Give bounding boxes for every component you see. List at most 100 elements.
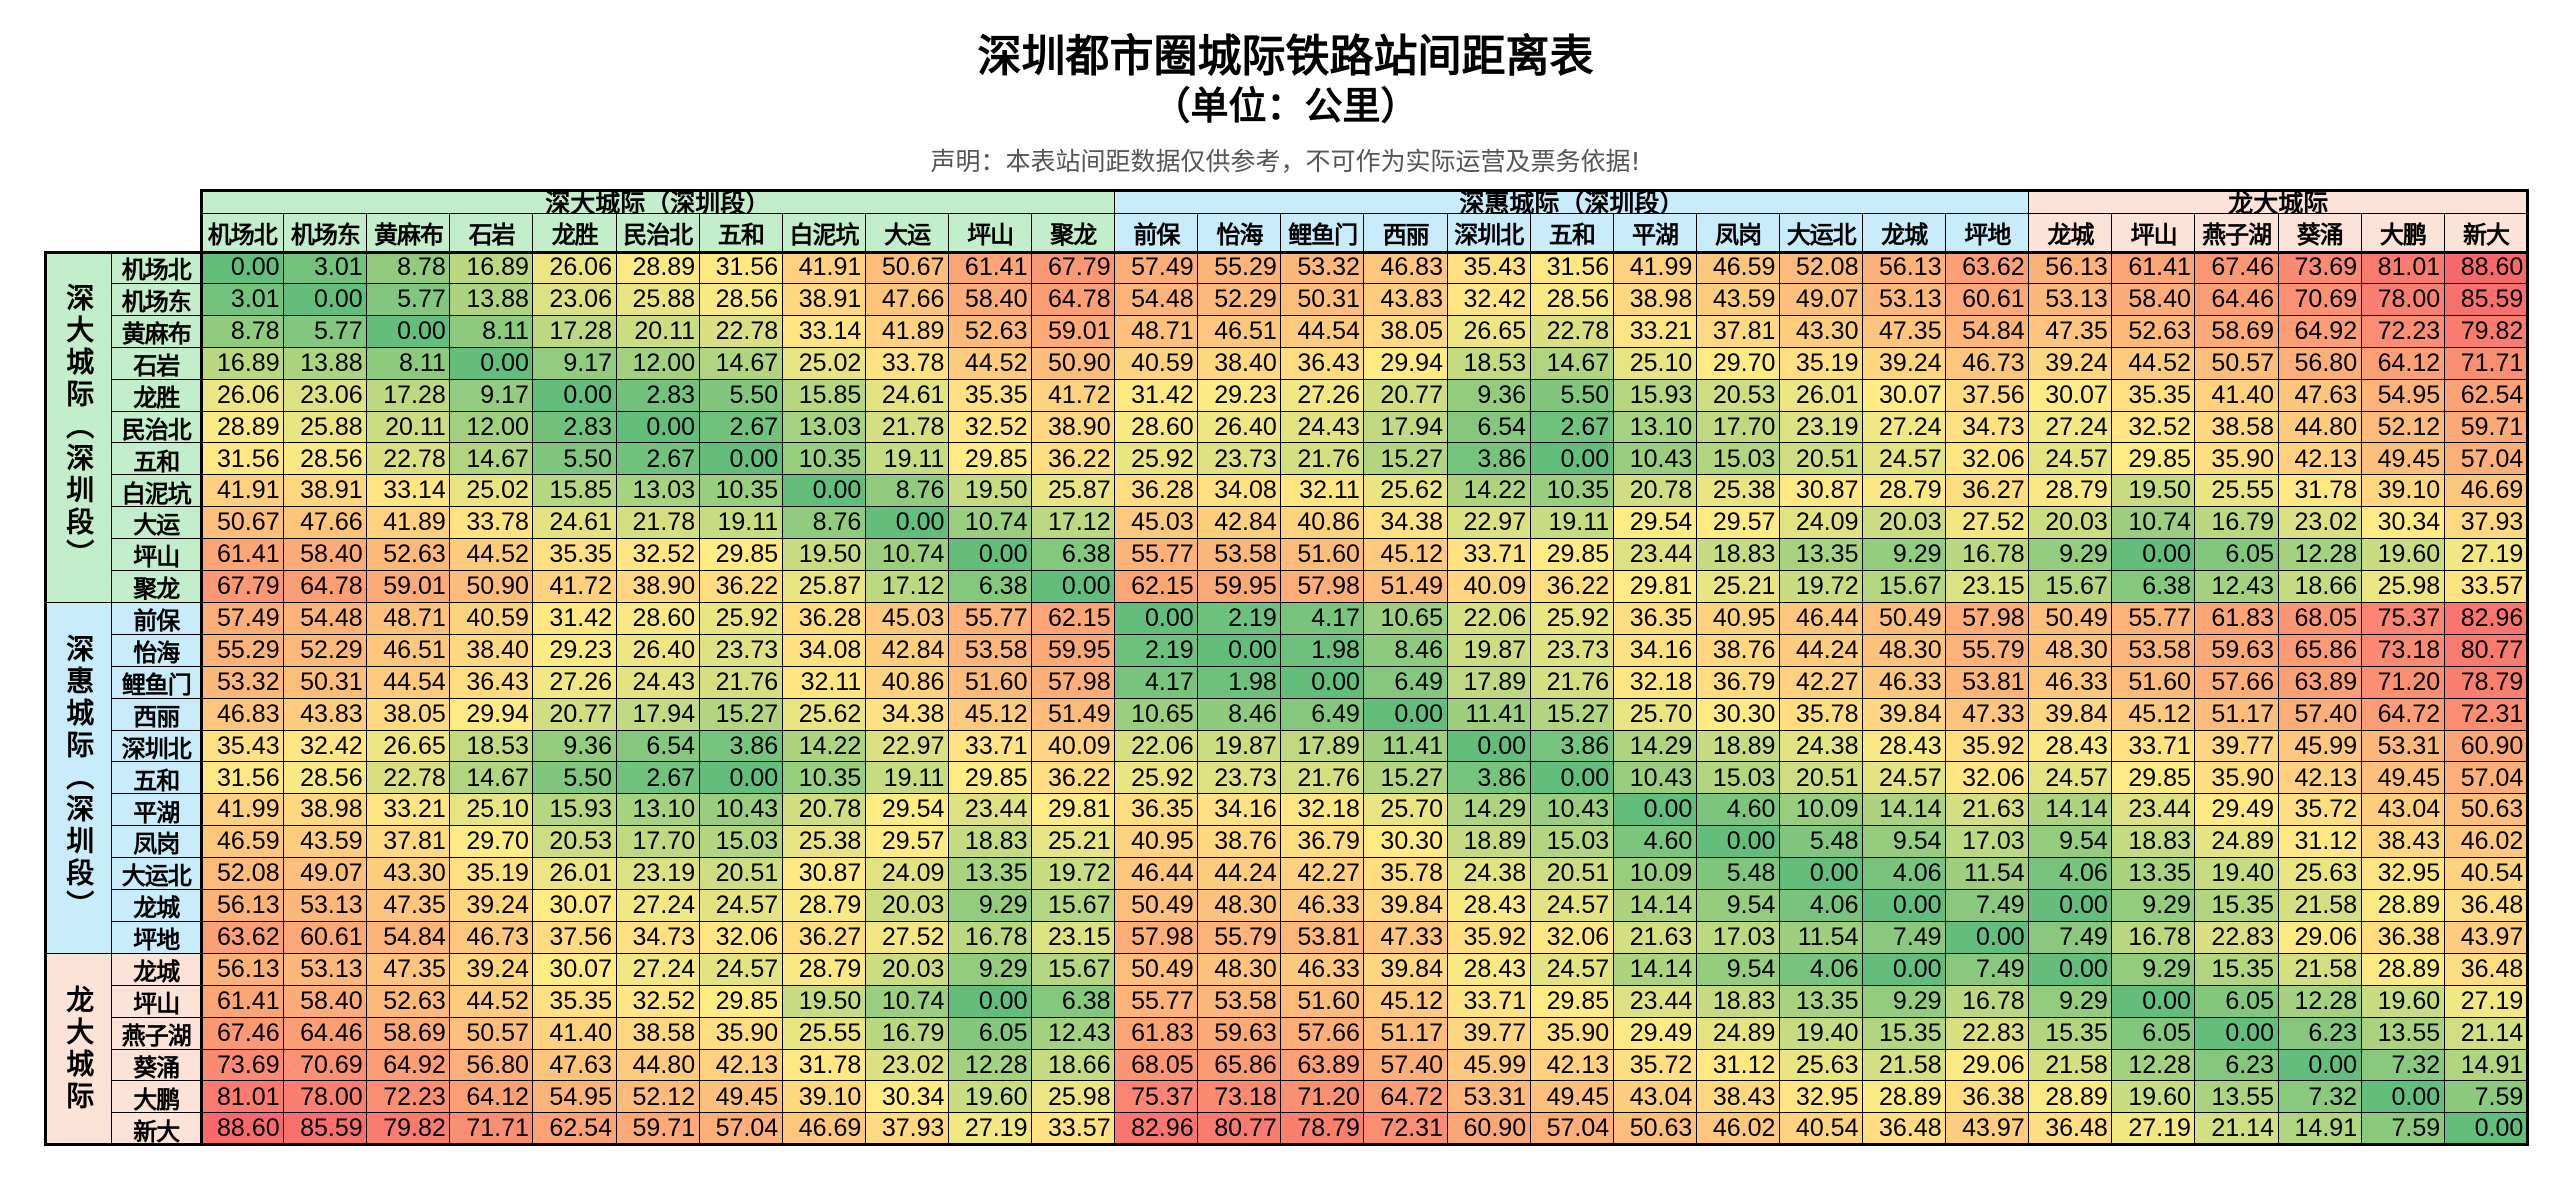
distance-cell: 29.54 <box>864 793 950 827</box>
distance-cell: 80.77 <box>2443 633 2529 668</box>
distance-cell: 22.78 <box>366 442 451 476</box>
column-header-station: 平湖 <box>1612 213 1698 253</box>
distance-cell: 54.95 <box>2360 378 2446 412</box>
distance-cell: 71.20 <box>2360 665 2446 700</box>
distance-cell: 64.78 <box>283 570 368 604</box>
distance-cell: 38.90 <box>615 570 701 604</box>
distance-cell: 26.01 <box>532 857 617 891</box>
distance-cell: 4.17 <box>1114 665 1199 700</box>
distance-cell: 51.60 <box>947 665 1033 700</box>
column-header-station: 龙胜 <box>532 213 617 253</box>
distance-cell: 28.60 <box>615 601 701 636</box>
distance-cell: 73.18 <box>1197 1080 1282 1114</box>
distance-cell: 25.10 <box>449 793 534 827</box>
row-header-station: 坪山 <box>111 538 202 572</box>
distance-cell: 50.67 <box>864 251 950 285</box>
distance-cell: 17.94 <box>1363 410 1448 444</box>
distance-cell: 0.00 <box>1363 697 1448 731</box>
distance-cell: 15.35 <box>2028 1016 2113 1050</box>
distance-cell: 26.65 <box>1446 314 1532 349</box>
distance-cell: 7.32 <box>2277 1080 2363 1114</box>
row-header-station: 葵涌 <box>111 1048 202 1082</box>
distance-cell: 55.77 <box>2111 601 2196 636</box>
distance-cell: 18.66 <box>2277 570 2363 604</box>
distance-cell: 46.33 <box>1280 889 1365 923</box>
distance-cell: 48.71 <box>366 601 451 636</box>
distance-cell: 4.06 <box>1778 952 1864 987</box>
distance-cell: 57.98 <box>1031 665 1116 700</box>
row-header-station: 五和 <box>111 442 202 476</box>
distance-cell: 81.01 <box>200 1080 285 1114</box>
distance-cell: 27.24 <box>615 889 701 923</box>
distance-cell: 21.58 <box>2277 889 2363 923</box>
distance-cell: 38.90 <box>1031 410 1116 444</box>
distance-cell: 29.81 <box>1612 570 1698 604</box>
distance-cell: 37.81 <box>366 825 451 859</box>
distance-cell: 39.24 <box>449 952 534 987</box>
column-header-station: 西丽 <box>1363 213 1448 253</box>
distance-cell: 33.14 <box>366 474 451 508</box>
row-header-station: 石岩 <box>111 346 202 381</box>
distance-cell: 27.19 <box>2111 1112 2196 1146</box>
distance-cell: 19.50 <box>947 474 1033 508</box>
distance-cell: 50.67 <box>200 506 285 540</box>
distance-cell: 14.91 <box>2277 1112 2363 1146</box>
distance-cell: 14.91 <box>2443 1048 2529 1082</box>
distance-cell: 50.49 <box>2028 601 2113 636</box>
distance-cell: 46.83 <box>200 697 285 731</box>
distance-cell: 78.79 <box>2443 665 2529 700</box>
distance-cell: 51.17 <box>1363 1016 1448 1050</box>
distance-cell: 0.00 <box>615 410 701 444</box>
distance-cell: 25.62 <box>1363 474 1448 508</box>
distance-cell: 34.73 <box>1945 410 2030 444</box>
distance-cell: 28.43 <box>1446 952 1532 987</box>
distance-cell: 17.03 <box>1695 920 1781 955</box>
distance-cell: 12.00 <box>449 410 534 444</box>
distance-cell: 30.30 <box>1695 697 1781 731</box>
distance-cell: 20.51 <box>1529 857 1615 891</box>
distance-cell: 14.14 <box>1862 793 1947 827</box>
distance-cell: 25.88 <box>615 282 701 317</box>
distance-cell: 45.12 <box>947 697 1033 731</box>
distance-cell: 6.38 <box>1031 984 1116 1019</box>
distance-cell: 18.66 <box>1031 1048 1116 1082</box>
distance-cell: 34.16 <box>1197 793 1282 827</box>
row-header-station: 前保 <box>111 601 202 636</box>
row-header-station: 白泥坑 <box>111 474 202 508</box>
distance-cell: 53.13 <box>283 952 368 987</box>
row-header-station: 西丽 <box>111 697 202 731</box>
distance-cell: 29.49 <box>2194 793 2279 827</box>
distance-cell: 32.11 <box>1280 474 1365 508</box>
distance-cell: 25.70 <box>1363 793 1448 827</box>
distance-cell: 44.80 <box>615 1048 701 1082</box>
distance-cell: 13.35 <box>2111 857 2196 891</box>
distance-cell: 40.59 <box>1114 346 1199 381</box>
distance-cell: 46.73 <box>449 920 534 955</box>
distance-cell: 0.00 <box>2111 984 2196 1019</box>
distance-cell: 25.87 <box>1031 474 1116 508</box>
distance-cell: 59.63 <box>2194 633 2279 668</box>
distance-cell: 32.06 <box>698 920 784 955</box>
distance-cell: 61.83 <box>2194 601 2279 636</box>
distance-cell: 17.70 <box>615 825 701 859</box>
distance-cell: 19.60 <box>2360 984 2446 1019</box>
distance-cell: 14.14 <box>2028 793 2113 827</box>
distance-cell: 57.49 <box>200 601 285 636</box>
column-header-station: 机场北 <box>200 213 285 253</box>
distance-cell: 0.00 <box>366 314 451 349</box>
distance-cell: 14.67 <box>1529 346 1615 381</box>
distance-cell: 55.29 <box>200 633 285 668</box>
distance-cell: 59.01 <box>1031 314 1116 349</box>
distance-cell: 36.48 <box>2443 889 2529 923</box>
distance-cell: 52.08 <box>1778 251 1864 285</box>
distance-cell: 0.00 <box>1529 761 1615 795</box>
distance-cell: 57.66 <box>2194 665 2279 700</box>
distance-cell: 9.17 <box>449 378 534 412</box>
distance-cell: 0.00 <box>2443 1112 2529 1146</box>
distance-cell: 6.38 <box>1031 538 1116 572</box>
distance-cell: 43.30 <box>1778 314 1864 349</box>
distance-cell: 39.84 <box>1862 697 1947 731</box>
distance-cell: 27.52 <box>1945 506 2030 540</box>
distance-cell: 0.00 <box>1945 920 2030 955</box>
distance-cell: 42.13 <box>2277 761 2363 795</box>
